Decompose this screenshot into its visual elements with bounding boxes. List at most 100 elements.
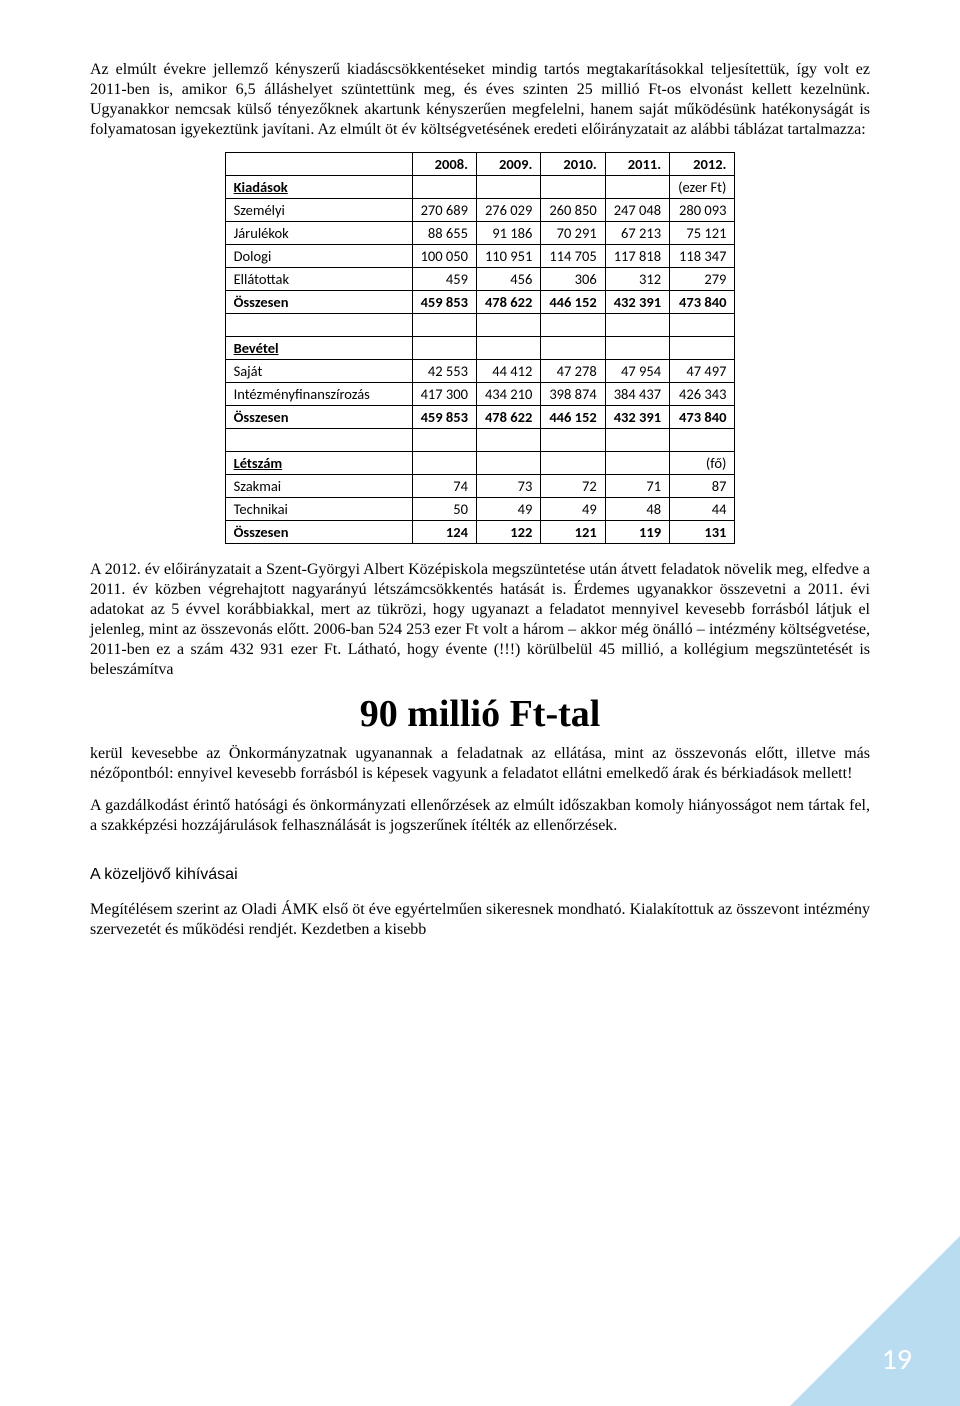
cell: 398 874	[541, 383, 605, 406]
row-label: Technikai	[225, 498, 412, 521]
cell: 270 689	[412, 199, 476, 222]
table-row: Járulékok 88 655 91 186 70 291 67 213 75…	[225, 222, 735, 245]
table-row: Saját 42 553 44 412 47 278 47 954 47 497	[225, 360, 735, 383]
bevetel-total-row: Összesen 459 853 478 622 446 152 432 391…	[225, 406, 735, 429]
year-2008: 2008.	[412, 153, 476, 176]
table-row: Ellátottak 459 456 306 312 279	[225, 268, 735, 291]
cell: 280 093	[670, 199, 735, 222]
cell: 122	[476, 521, 540, 544]
row-label: Személyi	[225, 199, 412, 222]
row-label: Ellátottak	[225, 268, 412, 291]
cell: 124	[412, 521, 476, 544]
cell: 70 291	[541, 222, 605, 245]
cell: 50	[412, 498, 476, 521]
cell: 87	[670, 475, 735, 498]
cell: 75 121	[670, 222, 735, 245]
cell: 459 853	[412, 406, 476, 429]
bevetel-header-row: Bevétel	[225, 337, 735, 360]
cell: 312	[605, 268, 669, 291]
table-row: Technikai 50 49 49 48 44	[225, 498, 735, 521]
year-2012: 2012.	[670, 153, 735, 176]
cell: 432 391	[605, 406, 669, 429]
table-row: Személyi 270 689 276 029 260 850 247 048…	[225, 199, 735, 222]
highlight-amount: 90 millió Ft-tal	[90, 692, 870, 736]
kiadasok-unit: (ezer Ft)	[670, 176, 735, 199]
cell: 74	[412, 475, 476, 498]
cell: 446 152	[541, 406, 605, 429]
year-2011: 2011.	[605, 153, 669, 176]
cell: 73	[476, 475, 540, 498]
header-empty	[225, 153, 412, 176]
cell: 49	[541, 498, 605, 521]
cell: 276 029	[476, 199, 540, 222]
row-label: Összesen	[225, 406, 412, 429]
cell: 100 050	[412, 245, 476, 268]
cell: 114 705	[541, 245, 605, 268]
year-2009: 2009.	[476, 153, 540, 176]
cell: 47 954	[605, 360, 669, 383]
cell: 42 553	[412, 360, 476, 383]
cell: 91 186	[476, 222, 540, 245]
cell: 88 655	[412, 222, 476, 245]
cell: 456	[476, 268, 540, 291]
cell: 478 622	[476, 291, 540, 314]
bevetel-label: Bevétel	[225, 337, 412, 360]
row-label: Saját	[225, 360, 412, 383]
page-corner-decoration	[790, 1236, 960, 1406]
cell: 119	[605, 521, 669, 544]
year-header-row: 2008. 2009. 2010. 2011. 2012.	[225, 153, 735, 176]
letszam-total-row: Összesen 124 122 121 119 131	[225, 521, 735, 544]
cell: 459	[412, 268, 476, 291]
row-label: Intézményfinanszírozás	[225, 383, 412, 406]
spacer-row	[225, 429, 735, 452]
cell: 478 622	[476, 406, 540, 429]
cell: 44	[670, 498, 735, 521]
cell: 260 850	[541, 199, 605, 222]
row-label: Összesen	[225, 521, 412, 544]
kiadasok-label: Kiadások	[225, 176, 412, 199]
cell: 47 278	[541, 360, 605, 383]
cell: 131	[670, 521, 735, 544]
row-label: Dologi	[225, 245, 412, 268]
cell: 49	[476, 498, 540, 521]
letszam-label: Létszám	[225, 452, 412, 475]
table-row: Szakmai 74 73 72 71 87	[225, 475, 735, 498]
para-future: Megítélésem szerint az Oladi ÁMK első öt…	[90, 900, 870, 940]
spacer-row	[225, 314, 735, 337]
kiadasok-total-row: Összesen 459 853 478 622 446 152 432 391…	[225, 291, 735, 314]
cell: 48	[605, 498, 669, 521]
cell: 473 840	[670, 406, 735, 429]
para-after-amount: kerül kevesebbe az Önkormányzatnak ugyan…	[90, 744, 870, 784]
para-audit: A gazdálkodást érintő hatósági és önkorm…	[90, 796, 870, 836]
cell: 426 343	[670, 383, 735, 406]
cell: 473 840	[670, 291, 735, 314]
cell: 459 853	[412, 291, 476, 314]
cell: 279	[670, 268, 735, 291]
row-label: Szakmai	[225, 475, 412, 498]
letszam-header-row: Létszám (fő)	[225, 452, 735, 475]
cell: 118 347	[670, 245, 735, 268]
year-2010: 2010.	[541, 153, 605, 176]
budget-table: 2008. 2009. 2010. 2011. 2012. Kiadások (…	[225, 152, 736, 544]
cell: 121	[541, 521, 605, 544]
para-after-table: A 2012. év előirányzatait a Szent-György…	[90, 560, 870, 680]
table-row: Dologi 100 050 110 951 114 705 117 818 1…	[225, 245, 735, 268]
cell: 247 048	[605, 199, 669, 222]
cell: 432 391	[605, 291, 669, 314]
cell: 71	[605, 475, 669, 498]
cell: 72	[541, 475, 605, 498]
cell: 44 412	[476, 360, 540, 383]
cell: 434 210	[476, 383, 540, 406]
cell: 110 951	[476, 245, 540, 268]
kiadasok-header-row: Kiadások (ezer Ft)	[225, 176, 735, 199]
cell: 117 818	[605, 245, 669, 268]
intro-paragraph: Az elmúlt évekre jellemző kényszerű kiad…	[90, 60, 870, 140]
section-title-future: A közeljövő kihívásai	[90, 866, 870, 884]
page-number: 19	[882, 1341, 912, 1378]
cell: 446 152	[541, 291, 605, 314]
row-label: Járulékok	[225, 222, 412, 245]
row-label: Összesen	[225, 291, 412, 314]
cell: 384 437	[605, 383, 669, 406]
cell: 67 213	[605, 222, 669, 245]
cell: 306	[541, 268, 605, 291]
